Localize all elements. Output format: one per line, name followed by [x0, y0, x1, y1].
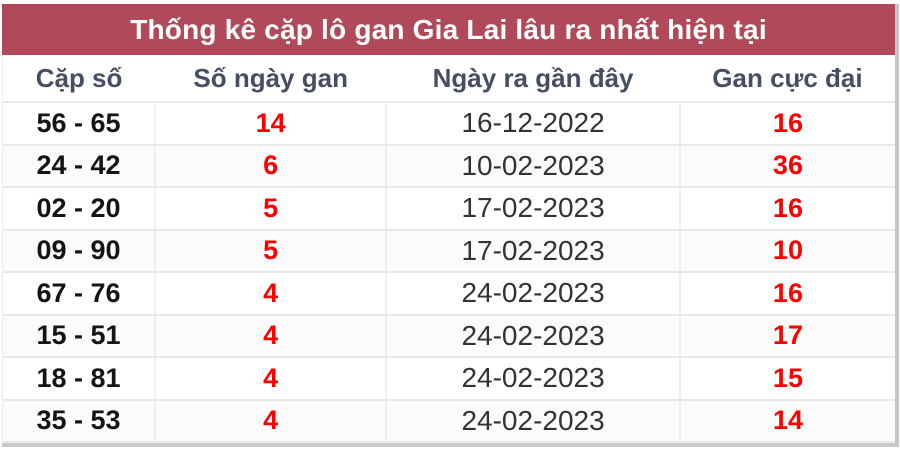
last-date-cell: 16-12-2022 — [385, 102, 680, 146]
table-body: 56 - 65 14 16-12-2022 16 24 - 42 6 10-02-2023 3… — [2, 102, 895, 443]
pair-cell: 67 - 76 — [2, 272, 156, 316]
last-date-cell: 17-02-2023 — [385, 229, 680, 273]
gan-days-cell: 4 — [154, 357, 387, 401]
last-date-cell: 24-02-2023 — [385, 272, 680, 316]
pair-cell: 35 - 53 — [2, 399, 156, 443]
table-row: 02 - 20 5 17-02-2023 16 — [2, 187, 895, 231]
table-row: 24 - 42 6 10-02-2023 36 — [2, 144, 895, 188]
table-row: 56 - 65 14 16-12-2022 16 — [2, 102, 895, 146]
table-row: 67 - 76 4 24-02-2023 16 — [2, 272, 895, 316]
page-title: Thống kê cặp lô gan Gia Lai lâu ra nhất … — [2, 4, 895, 55]
last-date-cell: 10-02-2023 — [385, 144, 680, 188]
max-gan-cell: 10 — [678, 229, 895, 273]
max-gan-cell: 15 — [678, 357, 895, 401]
pair-cell: 02 - 20 — [2, 187, 156, 231]
max-gan-cell: 36 — [678, 144, 895, 188]
pair-cell: 56 - 65 — [2, 102, 156, 146]
table-row: 09 - 90 5 17-02-2023 10 — [2, 229, 895, 273]
last-date-cell: 24-02-2023 — [385, 357, 680, 401]
pair-cell: 15 - 51 — [2, 314, 156, 358]
header-row: Cặp số Số ngày gan Ngày ra gần đây Gan c… — [2, 55, 895, 103]
column-header-max-gan: Gan cực đại — [679, 55, 895, 103]
max-gan-cell: 17 — [678, 314, 895, 358]
gan-days-cell: 4 — [154, 399, 387, 443]
gan-days-cell: 5 — [154, 229, 387, 273]
column-header-gan-days: Số ngày gan — [155, 55, 387, 103]
table-row: 15 - 51 4 24-02-2023 17 — [2, 314, 895, 358]
max-gan-cell: 16 — [678, 272, 895, 316]
gan-days-cell: 4 — [154, 314, 387, 358]
table-row: 35 - 53 4 24-02-2023 14 — [2, 399, 895, 443]
last-date-cell: 24-02-2023 — [385, 314, 680, 358]
column-header-pair: Cặp số — [2, 55, 156, 103]
max-gan-cell: 16 — [678, 102, 895, 146]
pair-cell: 18 - 81 — [2, 357, 156, 401]
pair-cell: 24 - 42 — [2, 144, 156, 188]
gan-days-cell: 6 — [154, 144, 387, 188]
table-row: 18 - 81 4 24-02-2023 15 — [2, 357, 895, 401]
last-date-cell: 17-02-2023 — [385, 187, 680, 231]
max-gan-cell: 16 — [678, 187, 895, 231]
last-date-cell: 24-02-2023 — [385, 399, 680, 443]
gan-days-cell: 5 — [154, 187, 387, 231]
table-header: Cặp số Số ngày gan Ngày ra gần đây Gan c… — [2, 55, 895, 103]
pair-cell: 09 - 90 — [2, 229, 156, 273]
max-gan-cell: 14 — [678, 399, 895, 443]
gan-pairs-table: Cặp số Số ngày gan Ngày ra gần đây Gan c… — [2, 55, 895, 443]
gan-days-cell: 4 — [154, 272, 387, 316]
gan-days-cell: 14 — [154, 102, 387, 146]
column-header-last-date: Ngày ra gần đây — [386, 55, 680, 103]
lottery-gan-stats-panel: Thống kê cặp lô gan Gia Lai lâu ra nhất … — [2, 4, 899, 447]
